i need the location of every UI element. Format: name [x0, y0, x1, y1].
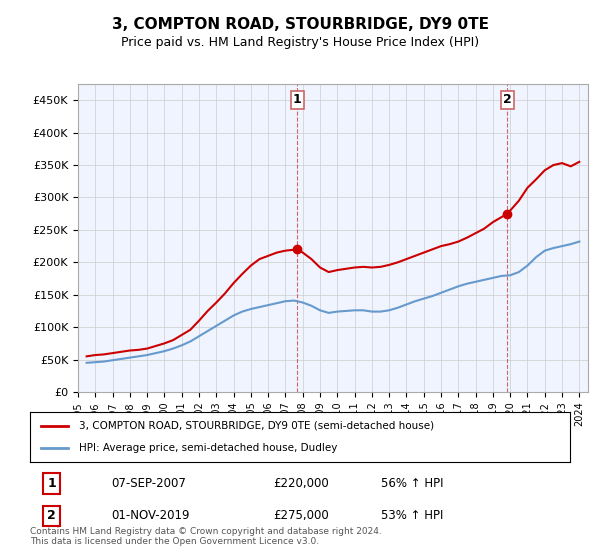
Text: 2: 2 [503, 93, 512, 106]
Text: Price paid vs. HM Land Registry's House Price Index (HPI): Price paid vs. HM Land Registry's House … [121, 36, 479, 49]
Text: 3, COMPTON ROAD, STOURBRIDGE, DY9 0TE: 3, COMPTON ROAD, STOURBRIDGE, DY9 0TE [112, 17, 488, 32]
Text: £275,000: £275,000 [273, 510, 329, 522]
Text: 1: 1 [293, 93, 302, 106]
Text: 07-SEP-2007: 07-SEP-2007 [111, 477, 186, 490]
Text: HPI: Average price, semi-detached house, Dudley: HPI: Average price, semi-detached house,… [79, 443, 337, 453]
Text: Contains HM Land Registry data © Crown copyright and database right 2024.
This d: Contains HM Land Registry data © Crown c… [30, 526, 382, 546]
Text: 1: 1 [47, 477, 56, 490]
Text: 56% ↑ HPI: 56% ↑ HPI [381, 477, 443, 490]
Text: £220,000: £220,000 [273, 477, 329, 490]
Text: 3, COMPTON ROAD, STOURBRIDGE, DY9 0TE (semi-detached house): 3, COMPTON ROAD, STOURBRIDGE, DY9 0TE (s… [79, 421, 434, 431]
Text: 53% ↑ HPI: 53% ↑ HPI [381, 510, 443, 522]
Text: 01-NOV-2019: 01-NOV-2019 [111, 510, 190, 522]
Text: 2: 2 [47, 510, 56, 522]
